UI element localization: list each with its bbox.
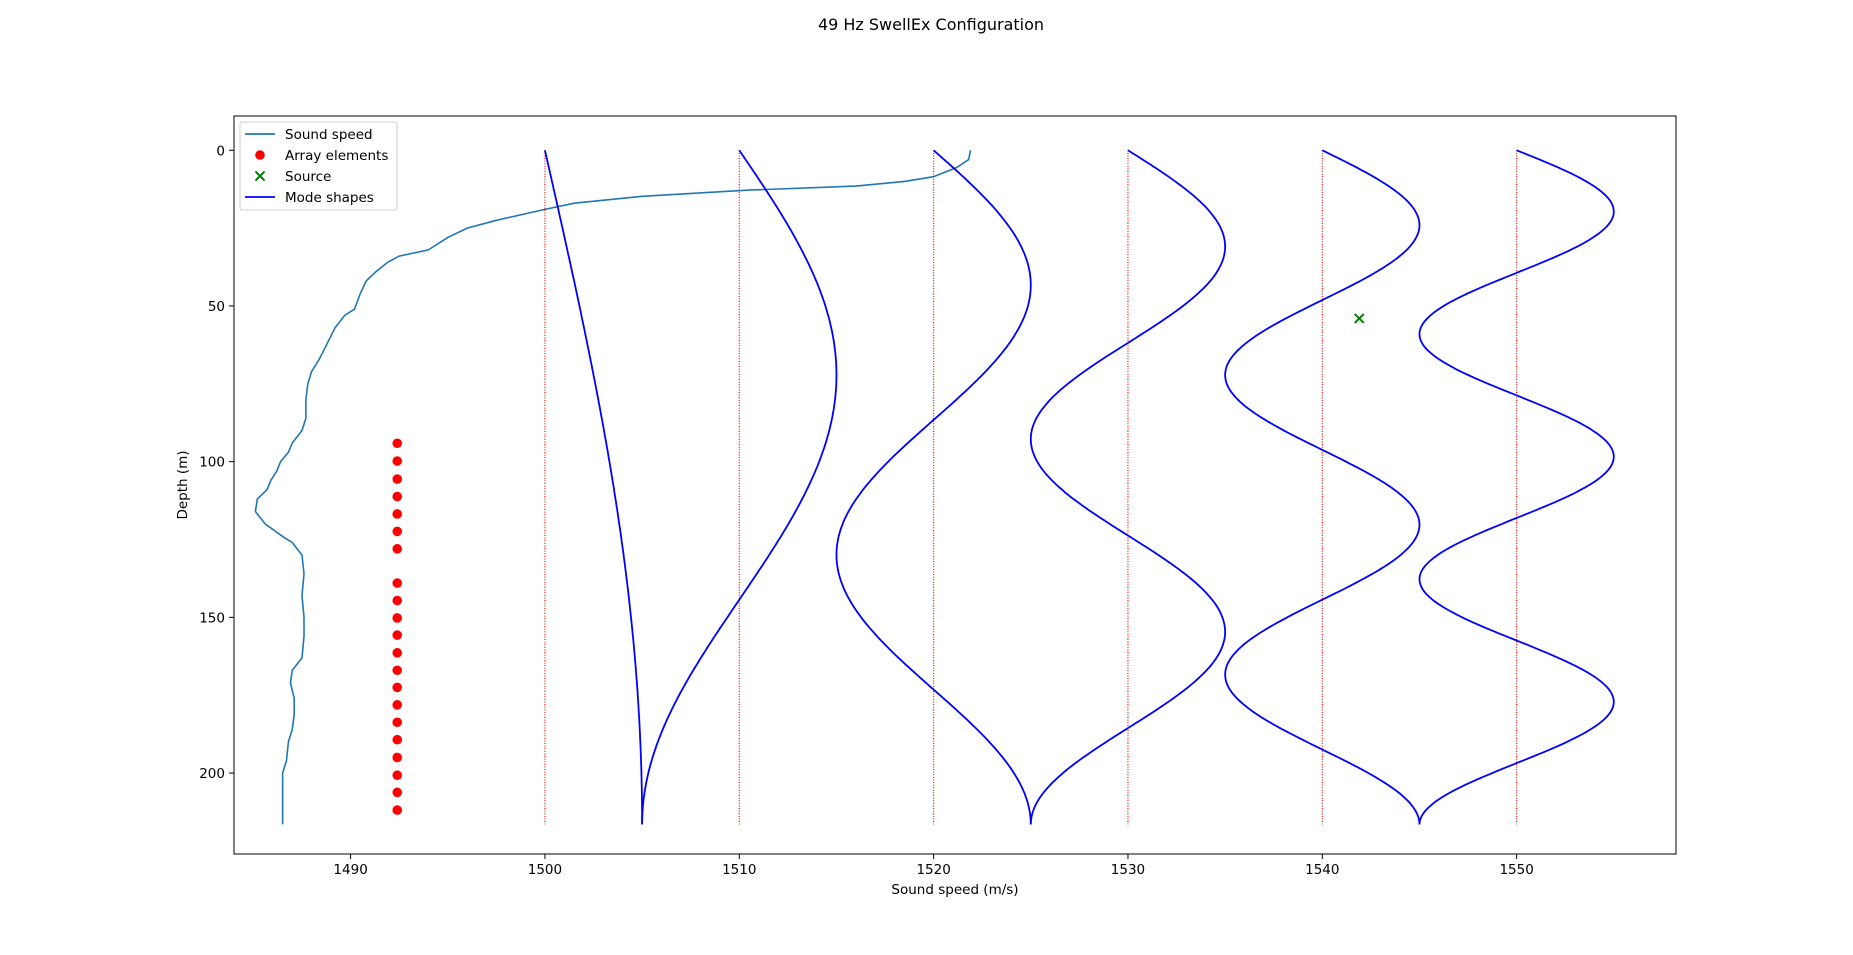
array-element-18: [392, 752, 403, 763]
sound-speed-line: [254, 150, 972, 825]
source-marker: [1354, 313, 1365, 324]
mode-shape-3: [835, 149, 1032, 825]
legend: Sound speed Array elements Source Mode shap…: [239, 121, 398, 211]
legend-label-source: Source: [285, 169, 331, 185]
x-tick-label: 1550: [1499, 862, 1533, 878]
chart-title: 49 Hz SwellEx Configuration: [818, 15, 1044, 34]
plot-area: [254, 149, 1615, 825]
legend-box: [239, 121, 398, 211]
y-tick-label: 0: [216, 143, 225, 159]
array-element-10: [392, 613, 403, 623]
y-tick-label: 100: [199, 455, 225, 471]
mode-shape-4: [1029, 149, 1226, 825]
x-axis-label: Sound speed (m/s): [891, 882, 1018, 898]
array-element-16: [392, 717, 403, 728]
legend-label-array-elements: Array elements: [285, 148, 388, 164]
array-element-11: [392, 630, 403, 640]
array-element-4: [392, 491, 403, 502]
legend-swatch-array-elements: [255, 150, 265, 160]
array-element-9: [392, 595, 403, 606]
x-tick-label: 1490: [333, 862, 367, 878]
array-element-21: [392, 805, 403, 815]
axes-frame: [233, 115, 1677, 855]
array-element-19: [392, 770, 403, 781]
x-tick-label: 1540: [1305, 862, 1339, 878]
array-element-13: [392, 665, 403, 676]
y-tick-label: 150: [199, 610, 225, 626]
array-element-6: [392, 526, 403, 537]
x-tick-label: 1510: [722, 862, 756, 878]
array-element-17: [392, 734, 403, 745]
x-axis: 1490 1500 1510 1520 1530 1540 1550: [333, 854, 1534, 878]
array-element-3: [392, 474, 403, 484]
array-element-2: [392, 456, 403, 466]
y-axis: 0 50 100 150 200: [199, 143, 234, 782]
array-element-5: [392, 509, 403, 519]
array-element-12: [392, 648, 403, 658]
x-tick-label: 1530: [1111, 862, 1145, 878]
mode-shape-2: [641, 149, 838, 825]
array-element-15: [392, 700, 403, 710]
legend-swatch-source: [254, 170, 266, 182]
array-element-8: [392, 578, 403, 588]
array-element-20: [392, 787, 403, 798]
y-tick-label: 50: [208, 299, 225, 315]
x-tick-label: 1520: [916, 862, 950, 878]
legend-label-sound-speed: Sound speed: [285, 127, 373, 143]
mode-shape-6: [1418, 149, 1615, 825]
array-element-7: [392, 544, 403, 554]
legend-label-mode-shapes: Mode shapes: [285, 190, 374, 206]
mode-shape-5: [1224, 149, 1421, 825]
x-tick-label: 1500: [528, 862, 562, 878]
array-element-1: [392, 438, 403, 449]
y-axis-label: Depth (m): [175, 450, 191, 519]
array-element-14: [392, 682, 403, 693]
y-tick-label: 200: [199, 766, 225, 782]
mode-shape-1: [544, 150, 643, 825]
